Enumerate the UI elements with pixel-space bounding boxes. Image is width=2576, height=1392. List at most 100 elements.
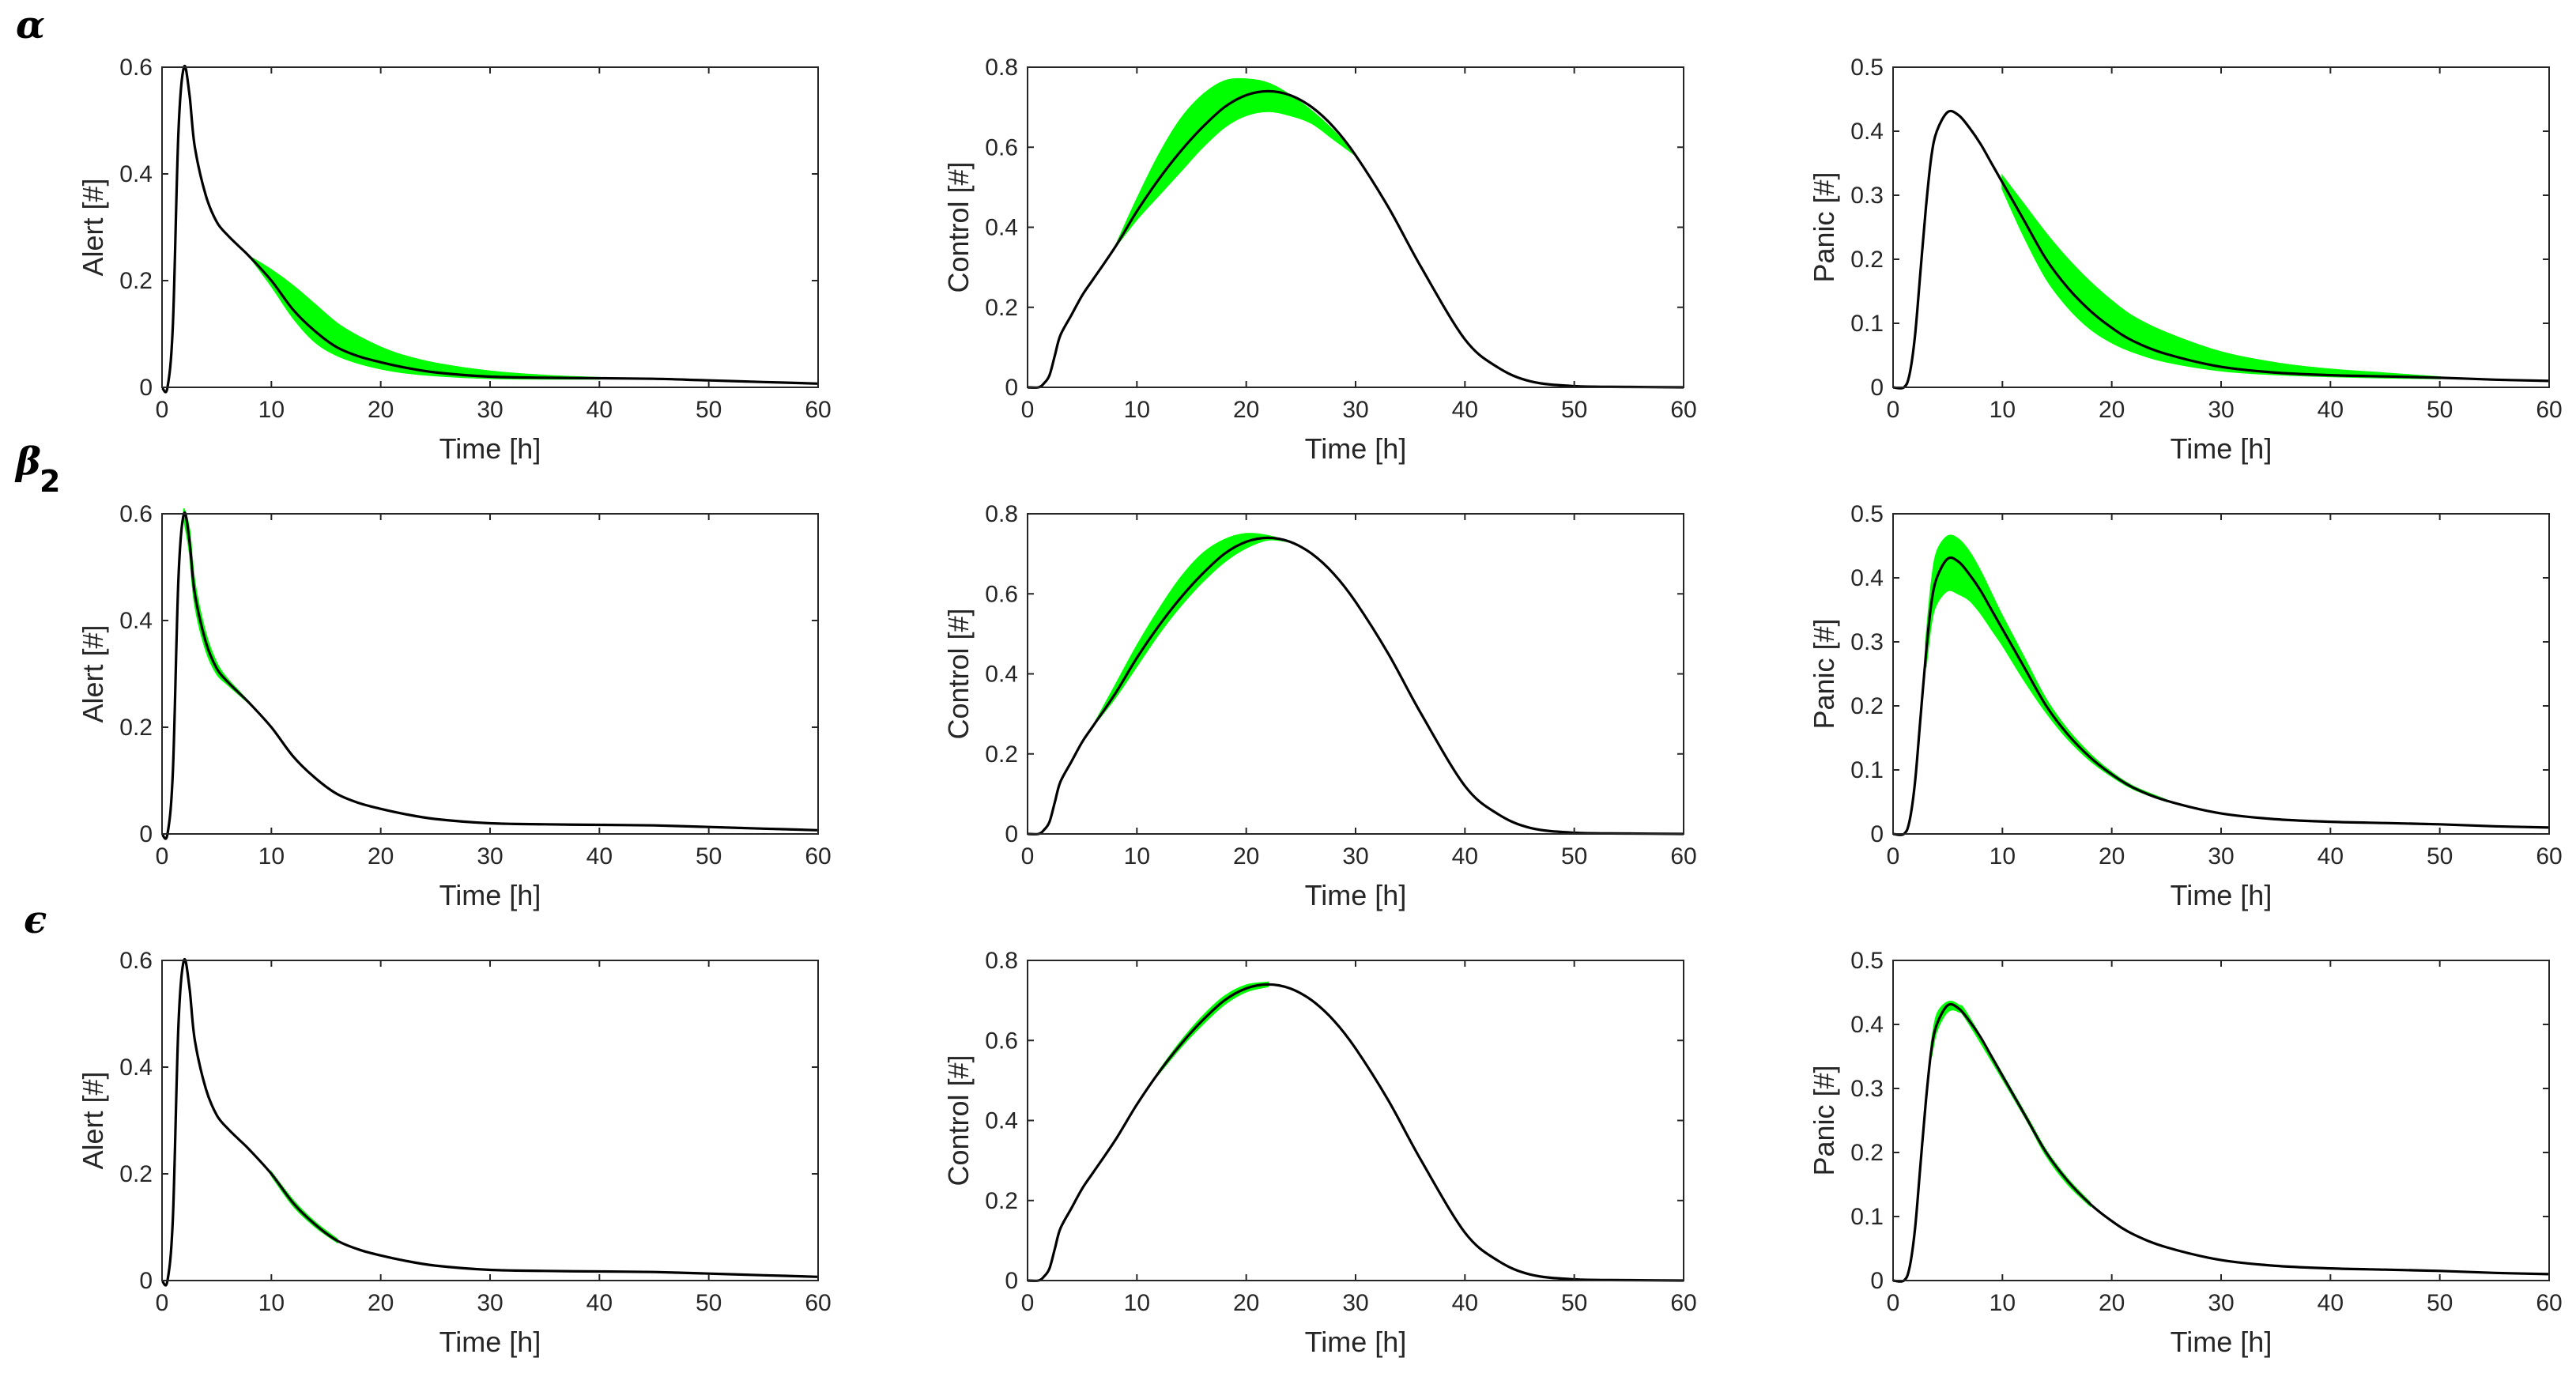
x-tick-label: 0 (156, 1290, 169, 1316)
x-tick-label: 30 (1342, 843, 1368, 870)
x-tick-label: 40 (1452, 843, 1478, 870)
x-tick-label: 20 (368, 397, 394, 423)
y-axis-label: Alert [#] (77, 1071, 109, 1169)
y-axis-label: Control [#] (942, 1054, 975, 1186)
x-tick-label: 10 (1990, 843, 2016, 870)
x-tick-label: 50 (2427, 843, 2453, 870)
y-axis-label: Panic [#] (1808, 618, 1840, 729)
subplot-r0c2: 0 10 20 30 40 50 60 0 0.1 0.2 0.3 0.4 0.5 Time [h] Pan… (1808, 55, 2563, 465)
x-tick-label: 0 (156, 843, 169, 870)
x-tick-label: 0 (1887, 1290, 1900, 1316)
x-tick-label: 50 (2427, 397, 2453, 423)
x-tick-label: 0 (1887, 397, 1900, 423)
x-tick-label: 30 (1342, 1290, 1368, 1316)
y-tick-label: 0.2 (119, 715, 153, 741)
y-axis-label: Control [#] (942, 161, 975, 292)
y-tick-label: 0.1 (1850, 1204, 1884, 1230)
y-tick-label: 0.8 (985, 55, 1018, 81)
y-tick-label: 0.2 (985, 1188, 1018, 1214)
y-tick-label: 0.6 (985, 581, 1018, 607)
mean-line (160, 64, 819, 394)
row-label-epsilon-text: ϵ (24, 898, 47, 942)
subplot-r1c0: 0 10 20 30 40 50 60 0 0.2 0.4 0.6 Time [h] Alert [#] (77, 501, 832, 911)
x-tick-label: 10 (1990, 1290, 2016, 1316)
x-tick-label: 40 (586, 843, 613, 870)
plot-area (162, 514, 818, 834)
y-axis-label: Control [#] (942, 608, 975, 739)
x-tick-label: 50 (696, 843, 722, 870)
x-axis-label: Time [h] (2171, 432, 2272, 465)
x-tick-label: 60 (2536, 843, 2562, 870)
x-axis-label: Time [h] (439, 1326, 541, 1358)
y-tick-label: 0 (139, 375, 153, 401)
x-tick-label: 60 (805, 397, 831, 423)
mean-line (1892, 1002, 2550, 1283)
x-axis-label: Time [h] (1305, 432, 1407, 465)
x-tick-label: 60 (1670, 843, 1696, 870)
x-tick-label: 40 (2318, 397, 2344, 423)
y-tick-label: 0.5 (1850, 948, 1884, 974)
x-tick-label: 30 (1342, 397, 1368, 423)
plot-area (1028, 960, 1684, 1281)
y-tick-label: 0.4 (985, 1108, 1018, 1134)
x-tick-label: 10 (258, 843, 285, 870)
plot-area (162, 67, 818, 387)
row-label-alpha: α (16, 3, 45, 47)
y-tick-label: 0.5 (1850, 501, 1884, 527)
x-axis-label: Time [h] (2171, 1326, 2272, 1358)
y-tick-label: 0 (1870, 375, 1884, 401)
x-tick-label: 50 (696, 397, 722, 423)
plot-area (1028, 67, 1684, 387)
subplot-r2c1: 0 10 20 30 40 50 60 0 0.2 0.4 0.6 0.8 Time [h] Contro… (942, 948, 1697, 1358)
x-tick-label: 20 (2099, 1290, 2125, 1316)
mean-line (1027, 983, 1684, 1282)
plot-area (162, 960, 818, 1281)
y-tick-label: 0.2 (985, 295, 1018, 321)
plot-area (1893, 960, 2549, 1281)
y-tick-label: 0.1 (1850, 311, 1884, 337)
y-tick-label: 0.2 (1850, 1140, 1884, 1166)
x-tick-label: 50 (1561, 843, 1587, 870)
x-tick-label: 60 (2536, 397, 2562, 423)
x-tick-label: 0 (1021, 843, 1035, 870)
mean-line (1027, 89, 1684, 389)
plot-area (1893, 67, 2549, 387)
x-tick-label: 10 (258, 1290, 285, 1316)
y-tick-label: 0.4 (1850, 565, 1884, 591)
x-axis-label: Time [h] (2171, 879, 2272, 911)
y-tick-label: 0.2 (985, 741, 1018, 768)
mean-line (160, 511, 819, 840)
x-tick-label: 50 (1561, 1290, 1587, 1316)
x-tick-label: 50 (2427, 1290, 2453, 1316)
y-tick-label: 0.5 (1850, 55, 1884, 81)
row-label-beta: β 2 (14, 439, 60, 499)
y-tick-label: 0.4 (985, 215, 1018, 241)
x-tick-label: 0 (1021, 1290, 1035, 1316)
row-label-epsilon: ϵ (24, 898, 47, 942)
y-tick-label: 0.2 (1850, 247, 1884, 273)
y-tick-label: 0 (139, 1268, 153, 1294)
x-tick-label: 40 (586, 397, 613, 423)
x-tick-label: 50 (696, 1290, 722, 1316)
y-tick-label: 0.4 (1850, 1012, 1884, 1038)
y-tick-label: 0 (1005, 375, 1018, 401)
y-tick-label: 0.2 (119, 1161, 153, 1187)
x-axis-label: Time [h] (1305, 1326, 1407, 1358)
x-tick-label: 20 (368, 1290, 394, 1316)
y-tick-label: 0.4 (119, 1054, 153, 1081)
x-tick-label: 40 (1452, 1290, 1478, 1316)
y-tick-label: 0.6 (985, 1028, 1018, 1054)
subplot-r0c1: 0 10 20 30 40 50 60 0 0.2 0.4 0.6 0.8 Time [h] Contro… (942, 55, 1697, 465)
subplot-r2c0: 0 10 20 30 40 50 60 0 0.2 0.4 0.6 Time [h] Alert [#] (77, 948, 832, 1358)
x-tick-label: 30 (2208, 397, 2234, 423)
row-label-beta-subscript: 2 (40, 464, 60, 499)
x-tick-label: 30 (477, 397, 503, 423)
y-axis-label: Alert [#] (77, 178, 109, 276)
x-axis-label: Time [h] (439, 432, 541, 465)
y-tick-label: 0.4 (119, 161, 153, 187)
row-label-alpha-text: α (16, 3, 45, 47)
x-tick-label: 10 (258, 397, 285, 423)
y-tick-label: 0.2 (1850, 693, 1884, 719)
x-tick-label: 10 (1990, 397, 2016, 423)
mean-line (160, 957, 819, 1287)
